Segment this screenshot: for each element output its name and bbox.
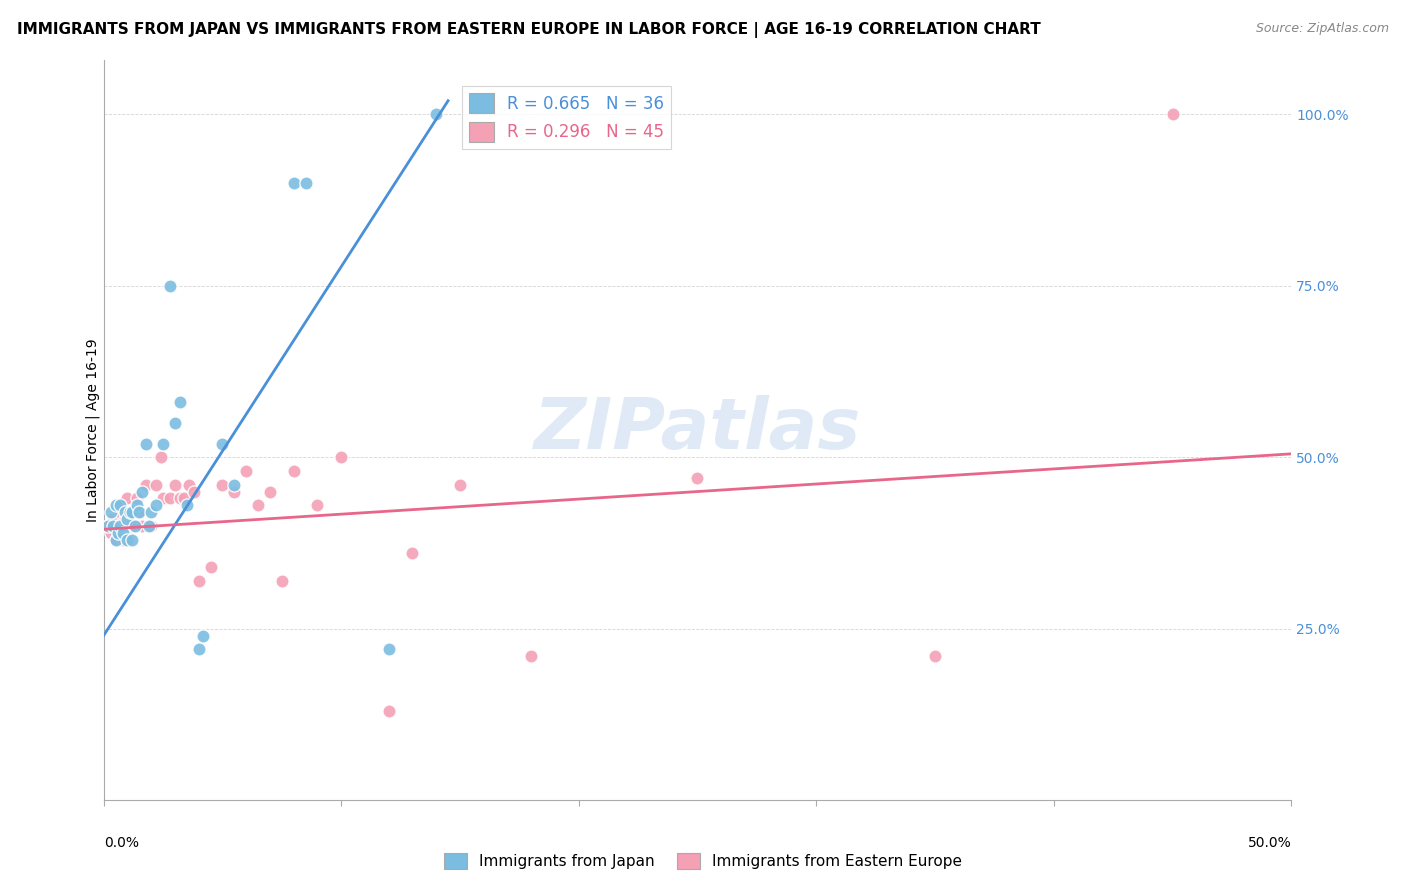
Point xyxy=(247,498,270,512)
Point xyxy=(169,491,191,506)
Point xyxy=(110,505,132,519)
Point xyxy=(270,574,292,588)
Point xyxy=(117,533,139,547)
Legend: R = 0.665   N = 36, R = 0.296   N = 45: R = 0.665 N = 36, R = 0.296 N = 45 xyxy=(463,87,671,149)
Point xyxy=(152,436,174,450)
Point xyxy=(224,484,246,499)
Point xyxy=(135,477,157,491)
Point xyxy=(124,518,146,533)
Point xyxy=(101,512,124,526)
Point xyxy=(330,450,353,465)
Point xyxy=(283,464,305,478)
Point xyxy=(121,533,143,547)
Point xyxy=(128,505,150,519)
Point xyxy=(141,505,163,519)
Point xyxy=(97,518,120,533)
Point xyxy=(520,649,543,664)
Point xyxy=(121,505,143,519)
Point xyxy=(100,505,122,519)
Point xyxy=(110,518,132,533)
Point xyxy=(104,533,127,547)
Point xyxy=(449,477,471,491)
Point xyxy=(111,525,134,540)
Point xyxy=(187,574,209,588)
Point xyxy=(200,560,222,574)
Point xyxy=(145,498,167,512)
Text: IMMIGRANTS FROM JAPAN VS IMMIGRANTS FROM EASTERN EUROPE IN LABOR FORCE | AGE 16-: IMMIGRANTS FROM JAPAN VS IMMIGRANTS FROM… xyxy=(17,22,1040,38)
Point xyxy=(179,477,201,491)
Point xyxy=(111,533,134,547)
Point xyxy=(138,518,160,533)
Point xyxy=(686,471,709,485)
Point xyxy=(117,512,139,526)
Text: Source: ZipAtlas.com: Source: ZipAtlas.com xyxy=(1256,22,1389,36)
Point xyxy=(97,518,120,533)
Point xyxy=(100,525,122,540)
Point xyxy=(307,498,329,512)
Point xyxy=(131,484,153,499)
Point xyxy=(235,464,257,478)
Point xyxy=(283,176,305,190)
Point xyxy=(173,491,195,506)
Point xyxy=(117,491,139,506)
Point xyxy=(121,505,143,519)
Point xyxy=(145,477,167,491)
Point xyxy=(224,477,246,491)
Point xyxy=(924,649,946,664)
Point xyxy=(124,518,146,533)
Point xyxy=(104,533,127,547)
Point xyxy=(211,436,233,450)
Point xyxy=(114,505,136,519)
Point xyxy=(169,395,191,409)
Point xyxy=(377,642,399,657)
Y-axis label: In Labor Force | Age 16-19: In Labor Force | Age 16-19 xyxy=(86,338,100,522)
Point xyxy=(110,498,132,512)
Text: 0.0%: 0.0% xyxy=(104,836,139,850)
Point xyxy=(101,518,124,533)
Point xyxy=(141,518,163,533)
Text: 50.0%: 50.0% xyxy=(1247,836,1291,850)
Point xyxy=(131,518,153,533)
Legend: Immigrants from Japan, Immigrants from Eastern Europe: Immigrants from Japan, Immigrants from E… xyxy=(437,847,969,875)
Point xyxy=(159,491,181,506)
Point xyxy=(107,525,129,540)
Point xyxy=(401,546,423,560)
Point xyxy=(294,176,316,190)
Point xyxy=(128,505,150,519)
Point xyxy=(104,498,127,512)
Point xyxy=(118,518,141,533)
Point xyxy=(163,416,186,430)
Point xyxy=(187,642,209,657)
Point xyxy=(114,512,136,526)
Point xyxy=(118,505,141,519)
Point xyxy=(377,704,399,718)
Point xyxy=(125,498,148,512)
Point xyxy=(259,484,281,499)
Point xyxy=(152,491,174,506)
Point xyxy=(1161,107,1184,121)
Text: ZIPatlas: ZIPatlas xyxy=(534,395,862,465)
Point xyxy=(183,484,205,499)
Point xyxy=(211,477,233,491)
Point xyxy=(107,518,129,533)
Point xyxy=(163,477,186,491)
Point xyxy=(425,107,447,121)
Point xyxy=(135,436,157,450)
Point xyxy=(159,278,181,293)
Point xyxy=(193,628,215,642)
Point xyxy=(176,498,198,512)
Point xyxy=(149,450,172,465)
Point xyxy=(125,491,148,506)
Point xyxy=(117,525,139,540)
